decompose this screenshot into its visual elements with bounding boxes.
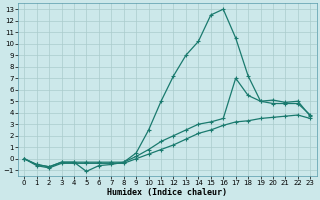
X-axis label: Humidex (Indice chaleur): Humidex (Indice chaleur) [107, 188, 227, 197]
